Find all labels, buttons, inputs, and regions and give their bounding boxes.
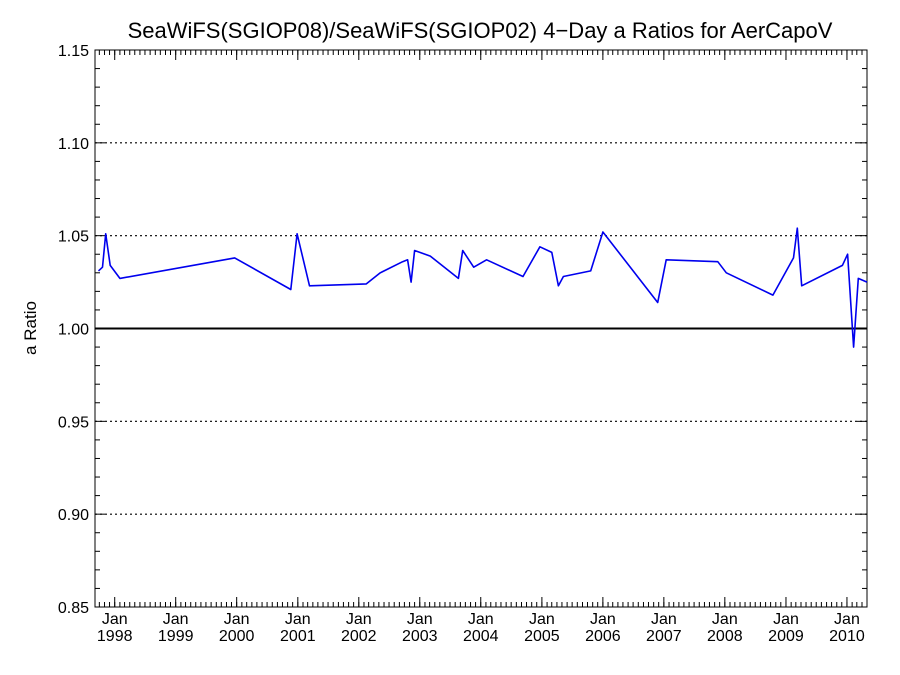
axes <box>94 49 868 608</box>
x-tick-month-label: Jan <box>590 611 616 628</box>
x-tick-month-label: Jan <box>102 611 128 628</box>
x-tick-month-label: Jan <box>651 611 677 628</box>
x-tick-month-label: Jan <box>285 611 311 628</box>
x-tick-month-label: Jan <box>468 611 494 628</box>
x-tick-year-label: 1999 <box>158 628 194 645</box>
x-tick-year-label: 2001 <box>280 628 316 645</box>
x-tick-year-label: 2010 <box>829 628 865 645</box>
x-tick-year-label: 2005 <box>524 628 560 645</box>
x-tick-month-label: Jan <box>407 611 433 628</box>
tick-labels: 0.850.900.951.001.051.101.15Jan1998Jan19… <box>58 43 865 645</box>
y-tick-label: 1.10 <box>58 136 89 153</box>
x-tick-month-label: Jan <box>224 611 250 628</box>
series-line <box>97 227 868 348</box>
x-tick-month-label: Jan <box>529 611 555 628</box>
y-tick-label: 1.00 <box>58 322 89 339</box>
x-tick-year-label: 2002 <box>341 628 377 645</box>
x-tick-year-label: 2006 <box>585 628 621 645</box>
x-tick-month-label: Jan <box>163 611 189 628</box>
x-tick-month-label: Jan <box>712 611 738 628</box>
y-tick-label: 0.90 <box>58 507 89 524</box>
x-tick-year-label: 2004 <box>463 628 499 645</box>
x-tick-year-label: 2003 <box>402 628 438 645</box>
y-tick-label: 0.95 <box>58 414 89 431</box>
data-series <box>97 227 868 348</box>
x-tick-year-label: 2009 <box>768 628 804 645</box>
gridlines <box>95 142 867 515</box>
y-tick-label: 0.85 <box>58 600 89 617</box>
x-tick-year-label: 2007 <box>646 628 682 645</box>
y-axis-label: a Ratio <box>21 301 40 355</box>
x-tick-year-label: 1998 <box>97 628 133 645</box>
y-tick-label: 1.05 <box>58 229 89 246</box>
y-tick-label: 1.15 <box>58 43 89 60</box>
x-tick-month-label: Jan <box>346 611 372 628</box>
x-tick-month-label: Jan <box>834 611 860 628</box>
x-tick-year-label: 2008 <box>707 628 743 645</box>
chart-title: SeaWiFS(SGIOP08)/SeaWiFS(SGIOP02) 4−Day … <box>128 18 833 43</box>
x-tick-month-label: Jan <box>773 611 799 628</box>
x-tick-year-label: 2000 <box>219 628 255 645</box>
